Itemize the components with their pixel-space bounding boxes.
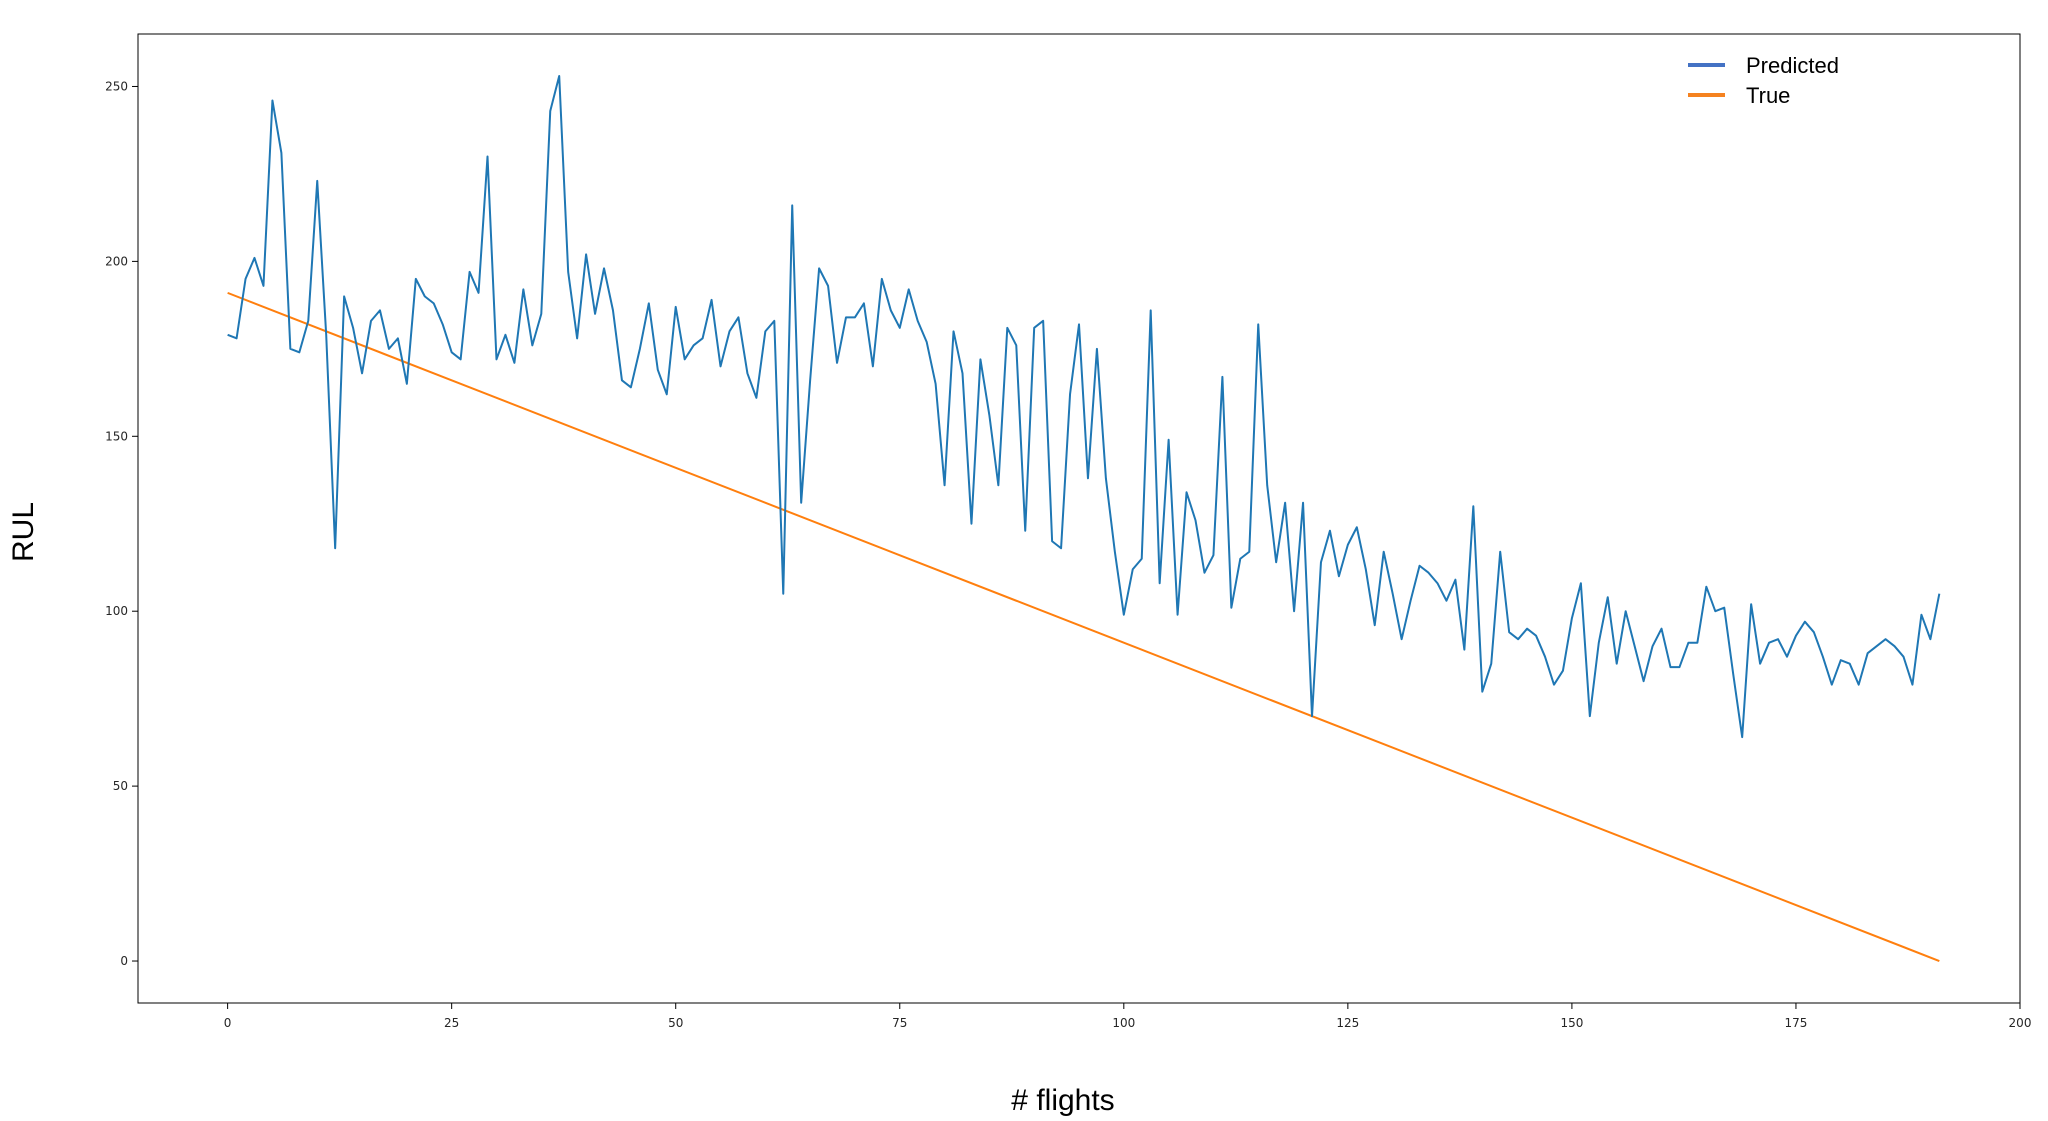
x-tick-label: 50 xyxy=(668,1016,683,1030)
x-tick: 100 xyxy=(1112,1003,1135,1030)
series-line-true xyxy=(227,291,1940,962)
x-tick-label: 100 xyxy=(1112,1016,1135,1030)
y-tick-label: 150 xyxy=(105,429,128,443)
series-line-predicted xyxy=(227,74,1941,739)
x-tick-label: 125 xyxy=(1336,1016,1359,1030)
x-tick-label: 25 xyxy=(444,1016,459,1030)
y-tick: 0 xyxy=(120,954,138,968)
y-tick: 50 xyxy=(113,779,138,793)
y-axis-ticks: 0 50 100 150 200 250 xyxy=(105,79,138,968)
y-tick: 100 xyxy=(105,604,138,618)
legend-label-predicted: Predicted xyxy=(1746,53,1839,78)
x-tick-label: 175 xyxy=(1784,1016,1807,1030)
x-axis-label: # flights xyxy=(1011,1084,1114,1117)
x-tick: 150 xyxy=(1560,1003,1583,1030)
series-layer xyxy=(227,74,1941,962)
x-tick: 0 xyxy=(224,1003,232,1030)
x-tick: 125 xyxy=(1336,1003,1359,1030)
plot-frame xyxy=(137,33,2021,1004)
x-tick-label: 0 xyxy=(224,1016,232,1030)
x-tick-label: 200 xyxy=(2009,1016,2032,1030)
y-tick-label: 0 xyxy=(120,954,128,968)
x-tick: 175 xyxy=(1784,1003,1807,1030)
y-axis-label: RUL xyxy=(7,502,40,562)
y-tick: 250 xyxy=(105,79,138,93)
y-tick-label: 200 xyxy=(105,254,128,268)
x-tick-label: 75 xyxy=(892,1016,907,1030)
x-tick: 25 xyxy=(444,1003,459,1030)
legend: Predicted True xyxy=(1688,53,1839,108)
x-tick: 75 xyxy=(892,1003,907,1030)
y-tick-label: 100 xyxy=(105,604,128,618)
x-tick: 200 xyxy=(2009,1003,2032,1030)
x-tick: 50 xyxy=(668,1003,683,1030)
x-axis-ticks: 0 25 50 75 100 125 150 175 200 xyxy=(224,1003,2032,1030)
x-tick-label: 150 xyxy=(1560,1016,1583,1030)
y-tick: 150 xyxy=(105,429,138,443)
y-tick-label: 250 xyxy=(105,79,128,93)
y-tick: 200 xyxy=(105,254,138,268)
y-tick-label: 50 xyxy=(113,779,128,793)
legend-label-true: True xyxy=(1746,83,1790,108)
